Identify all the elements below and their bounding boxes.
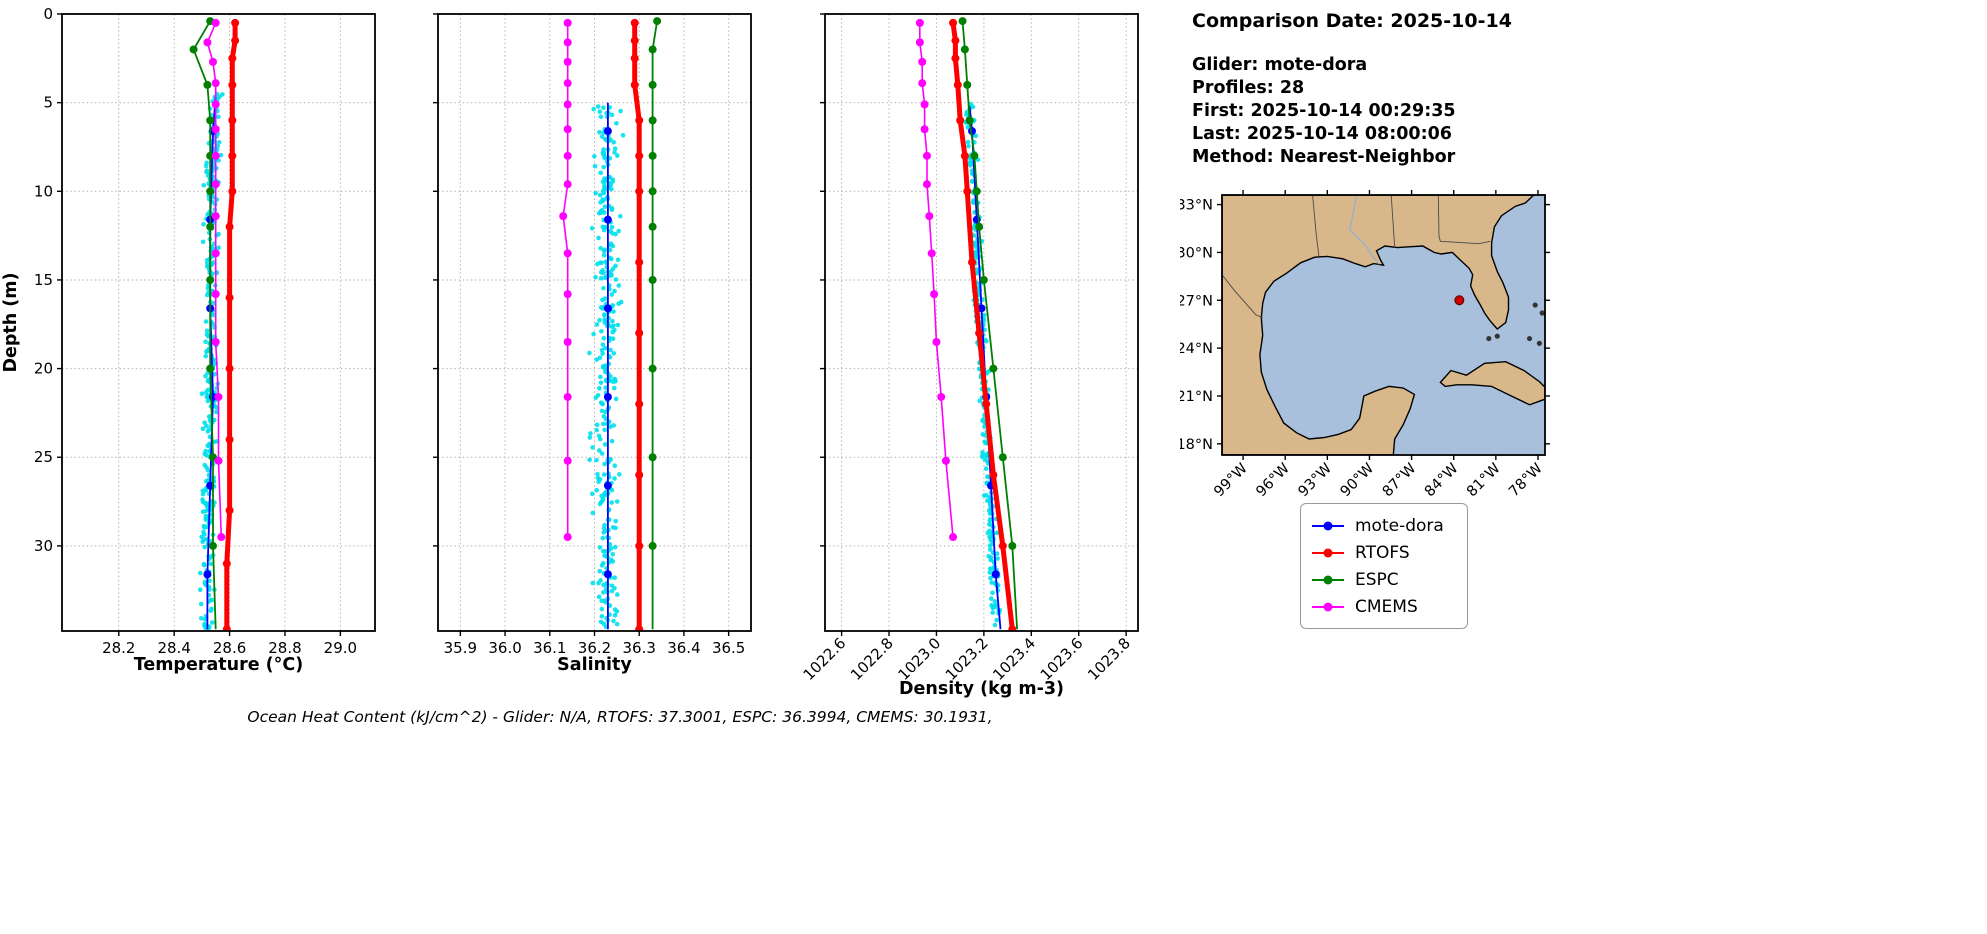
svg-text:30: 30: [34, 537, 53, 555]
map-island: [1526, 335, 1533, 342]
map-island: [1494, 333, 1500, 339]
ocean-heat-content-caption: Ocean Heat Content (kJ/cm^2) - Glider: N…: [247, 708, 993, 726]
svg-text:36.4: 36.4: [667, 639, 700, 657]
svg-text:36.3: 36.3: [623, 639, 656, 657]
svg-text:30°N: 30°N: [1180, 245, 1213, 261]
svg-text:1023.0: 1023.0: [894, 634, 944, 684]
svg-text:27°N: 27°N: [1180, 293, 1213, 309]
state-border: [1437, 195, 1491, 245]
svg-text:20: 20: [34, 360, 53, 378]
svg-text:1023.6: 1023.6: [1037, 634, 1087, 684]
series-RTOFS: [949, 18, 1017, 631]
legend-marker-RTOFS: [1312, 548, 1344, 557]
series-ESPC: [648, 17, 662, 630]
legend-label: CMEMS: [1355, 596, 1418, 617]
svg-text:21°N: 21°N: [1180, 389, 1213, 405]
temperature-plot: 28.2 28.4 28.6 28.8 29.0 0 5 10 15 20 25 30 Temperat…: [1, 5, 376, 675]
density-plot: 1022.61022.81023.01023.21023.41023.61023…: [800, 13, 1139, 699]
series-mote-dora: [603, 102, 612, 630]
svg-text:Depth (m): Depth (m): [1, 272, 21, 372]
map-island: [1539, 310, 1545, 316]
svg-text:36.5: 36.5: [712, 639, 745, 657]
svg-text:35.9: 35.9: [444, 639, 477, 657]
state-border: [1312, 195, 1320, 257]
river: [1349, 195, 1380, 265]
legend-label: mote-dora: [1355, 515, 1444, 536]
svg-text:28.8: 28.8: [268, 639, 301, 657]
legend-label: RTOFS: [1355, 542, 1410, 563]
series-RTOFS: [222, 18, 240, 631]
svg-text:1023.8: 1023.8: [1084, 634, 1134, 684]
svg-text:36.1: 36.1: [533, 639, 566, 657]
glider-location-marker: [1454, 295, 1465, 306]
map-island: [1486, 335, 1492, 342]
svg-text:24°N: 24°N: [1180, 341, 1213, 357]
comparison-date: Comparison Date: 2025-10-14: [1192, 10, 1512, 32]
svg-text:36.0: 36.0: [488, 639, 521, 657]
first-profile-time: First: 2025-10-14 00:29:35: [1192, 101, 1456, 122]
svg-text:Density (kg m-3): Density (kg m-3): [899, 679, 1064, 699]
svg-text:1023.4: 1023.4: [989, 634, 1039, 684]
svg-text:10: 10: [34, 182, 53, 200]
svg-text:15: 15: [34, 271, 53, 289]
series-CMEMS: [203, 18, 226, 542]
svg-text:0: 0: [43, 5, 53, 23]
grid: [438, 13, 751, 631]
state-border: [1222, 274, 1263, 319]
glider-name: Glider: mote-dora: [1192, 55, 1368, 75]
svg-text:96°W: 96°W: [1253, 461, 1293, 501]
svg-text:1023.2: 1023.2: [942, 634, 992, 684]
salinity-plot: 35.9 36.0 36.1 36.2 36.3 36.4 36.5 Salinity: [433, 13, 752, 675]
svg-text:28.6: 28.6: [213, 639, 246, 657]
svg-text:18°N: 18°N: [1180, 437, 1213, 453]
legend-item-mote-dora: mote-dora: [1311, 512, 1461, 539]
legend-marker-CMEMS: [1312, 602, 1344, 611]
map-island: [1536, 340, 1542, 346]
map-land: [1222, 195, 1535, 455]
series-glider-raw: [587, 104, 626, 630]
map-land: [1439, 360, 1545, 406]
legend: mote-dora RTOFS ESPC CMEMS: [1300, 503, 1468, 629]
svg-text:90°W: 90°W: [1338, 461, 1378, 501]
comparison-method: Method: Nearest-Neighbor: [1192, 147, 1456, 168]
svg-text:81°W: 81°W: [1464, 461, 1504, 501]
series-ESPC: [189, 17, 217, 630]
legend-item-CMEMS: CMEMS: [1311, 593, 1461, 620]
svg-text:29.0: 29.0: [324, 639, 357, 657]
info-panel: Comparison Date: 2025-10-14 Glider: mote…: [1192, 0, 1982, 169]
svg-text:28.4: 28.4: [157, 639, 190, 657]
svg-text:84°W: 84°W: [1422, 461, 1462, 501]
glider-info-block: Glider: mote-dora Profiles: 28 First: 20…: [1192, 54, 1982, 169]
legend-item-ESPC: ESPC: [1311, 566, 1461, 593]
series-CMEMS: [559, 18, 572, 542]
svg-text:36.2: 36.2: [578, 639, 611, 657]
profiles-count: Profiles: 28: [1192, 78, 1305, 99]
series-ESPC: [958, 17, 1018, 630]
svg-text:99°W: 99°W: [1211, 461, 1251, 501]
series-CMEMS: [915, 18, 958, 542]
svg-text:87°W: 87°W: [1380, 461, 1420, 501]
svg-text:93°W: 93°W: [1296, 461, 1336, 501]
svg-text:5: 5: [43, 94, 53, 112]
gulf-of-mexico-map: 99°W 96°W 93°W 90°W 87°W 84°W 81°W 78°W 18°N 21°N…: [1180, 190, 1550, 501]
legend-item-RTOFS: RTOFS: [1311, 539, 1461, 566]
svg-text:25: 25: [34, 448, 53, 466]
last-profile-time: Last: 2025-10-14 08:00:06: [1192, 124, 1452, 145]
svg-text:28.2: 28.2: [102, 639, 135, 657]
legend-marker-mote-dora: [1312, 521, 1344, 530]
legend-marker-ESPC: [1312, 575, 1344, 584]
svg-text:1022.6: 1022.6: [800, 634, 850, 684]
svg-text:1022.8: 1022.8: [847, 634, 897, 684]
state-border: [1390, 195, 1396, 248]
svg-text:78°W: 78°W: [1506, 461, 1546, 501]
map-island: [1532, 302, 1538, 308]
svg-text:33°N: 33°N: [1180, 198, 1213, 214]
svg-text:Salinity: Salinity: [557, 655, 632, 675]
svg-text:Temperature (°C): Temperature (°C): [134, 655, 304, 675]
legend-label: ESPC: [1355, 569, 1399, 590]
series-RTOFS: [630, 18, 644, 631]
